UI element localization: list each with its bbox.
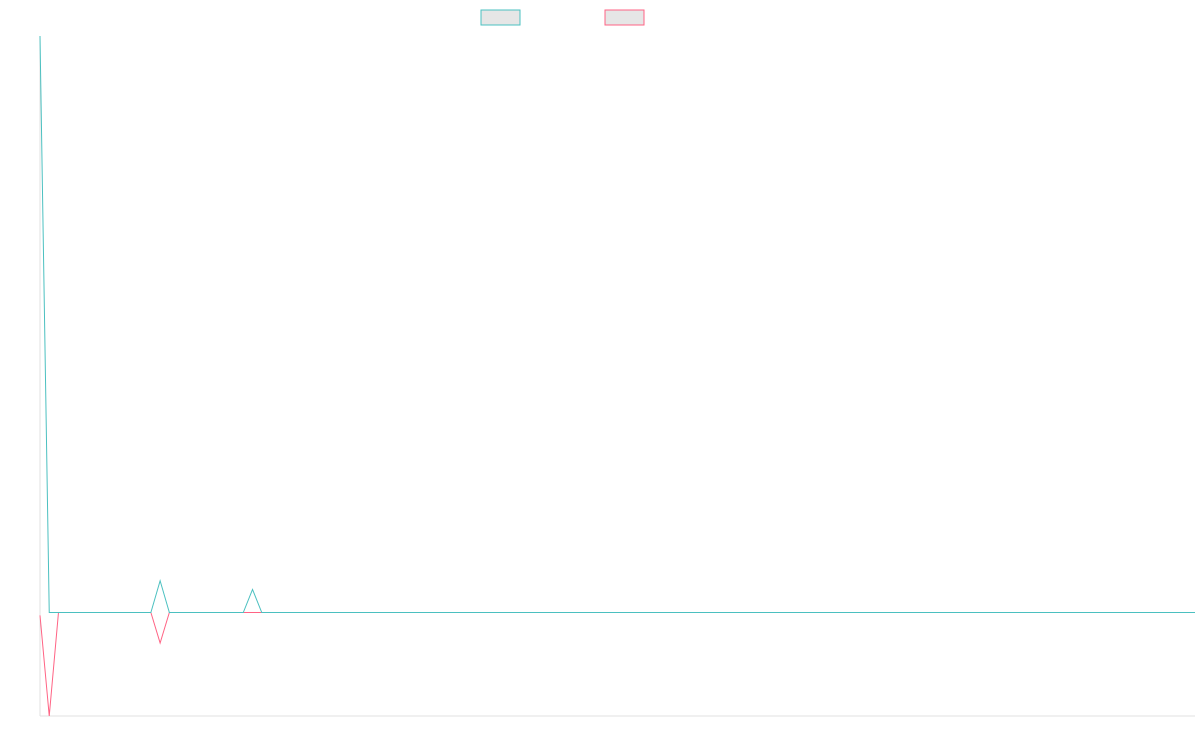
legend xyxy=(480,9,645,26)
axes xyxy=(39,36,1195,717)
legend-swatch-2[interactable] xyxy=(604,9,645,26)
plot-area xyxy=(39,35,1195,717)
series-line-1 xyxy=(39,35,1195,613)
series-line-2 xyxy=(39,612,1195,717)
legend-swatch-1[interactable] xyxy=(480,9,521,26)
